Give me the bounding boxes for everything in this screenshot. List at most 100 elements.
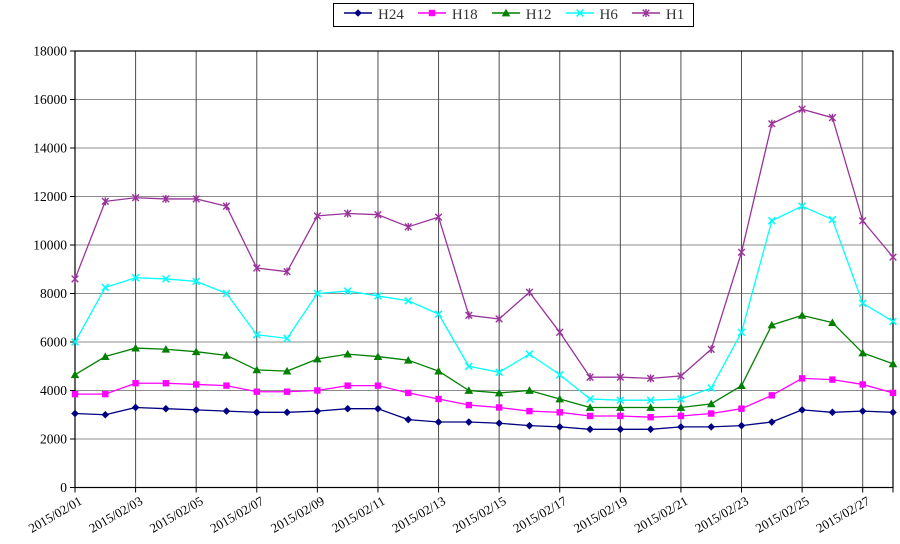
star-marker-icon bbox=[677, 371, 685, 380]
diamond-marker-icon bbox=[525, 421, 534, 430]
square-marker-icon bbox=[798, 375, 806, 382]
square-marker-icon bbox=[768, 392, 776, 399]
star-marker-icon bbox=[858, 216, 867, 225]
triangle-marker-icon bbox=[464, 386, 474, 394]
triangle-marker-icon bbox=[555, 394, 565, 403]
square-marker-icon bbox=[405, 389, 412, 397]
diamond-marker-icon bbox=[374, 404, 382, 413]
star-marker-icon bbox=[889, 253, 897, 262]
triangle-marker-icon bbox=[888, 359, 898, 368]
square-marker-icon bbox=[223, 382, 230, 389]
diamond-marker-icon bbox=[131, 403, 140, 412]
star-marker-icon bbox=[192, 194, 200, 203]
x-marker-icon bbox=[889, 317, 897, 326]
x-tick-label: 2015/02/21 bbox=[632, 493, 691, 536]
star-marker-icon bbox=[252, 264, 261, 273]
diamond-marker-icon bbox=[465, 418, 473, 426]
series-h1 bbox=[71, 105, 897, 383]
star-marker-icon bbox=[525, 288, 534, 297]
series-line bbox=[75, 377, 894, 418]
star-marker-icon bbox=[828, 113, 837, 122]
triangle-marker-icon bbox=[676, 403, 686, 411]
star-marker-icon bbox=[343, 209, 352, 218]
square-marker-icon bbox=[435, 395, 442, 403]
x-marker-icon bbox=[131, 273, 140, 282]
diamond-marker-icon bbox=[677, 423, 685, 431]
series-line bbox=[74, 314, 894, 409]
triangle-marker-icon bbox=[585, 403, 595, 411]
diamond-marker-icon bbox=[283, 408, 291, 417]
legend-h6-x-icon bbox=[565, 5, 595, 25]
square-marker-icon bbox=[192, 381, 200, 388]
x-tick-label: 2015/02/01 bbox=[26, 493, 85, 536]
x-marker-icon bbox=[283, 334, 292, 343]
y-tick-label: 16000 bbox=[33, 92, 67, 107]
square-marker-icon bbox=[495, 404, 503, 411]
star-marker-icon bbox=[798, 105, 806, 114]
star-marker-icon bbox=[222, 202, 231, 211]
square-marker-icon bbox=[556, 409, 563, 416]
square-marker-icon bbox=[617, 412, 624, 420]
square-marker-icon bbox=[829, 376, 836, 383]
diamond-marker-icon bbox=[889, 408, 897, 417]
square-marker-icon bbox=[586, 412, 594, 420]
diamond-marker-icon bbox=[858, 407, 867, 415]
square-marker-icon bbox=[465, 401, 473, 409]
y-tick-label: 10000 bbox=[33, 238, 67, 253]
triangle-marker-icon bbox=[191, 347, 201, 356]
x-tick-label: 2015/02/17 bbox=[510, 493, 569, 536]
x-axis: 2015/02/01 2015/02/03 2015/02/05 2015/02/07… bbox=[26, 487, 894, 536]
diamond-marker-icon bbox=[737, 421, 746, 430]
x-marker-icon bbox=[404, 296, 413, 305]
star-marker-icon bbox=[313, 211, 322, 220]
square-marker-icon bbox=[677, 412, 685, 420]
x-marker-icon bbox=[586, 395, 595, 403]
diamond-marker-icon bbox=[646, 425, 655, 434]
square-marker-icon bbox=[71, 390, 79, 398]
diamond-marker-icon bbox=[101, 410, 110, 419]
square-marker-icon bbox=[889, 389, 897, 397]
x-marker-icon bbox=[858, 299, 867, 308]
x-marker-icon bbox=[192, 277, 201, 286]
x-tick-label: 2015/02/05 bbox=[147, 493, 206, 536]
triangle-marker-icon bbox=[313, 354, 322, 363]
legend-label-h24: H24 bbox=[378, 6, 404, 23]
x-marker-icon bbox=[313, 289, 322, 298]
legend-h18-square-icon bbox=[417, 5, 447, 25]
star-marker-icon bbox=[555, 328, 564, 337]
x-marker-icon bbox=[343, 287, 352, 296]
diamond-marker-icon bbox=[71, 409, 79, 418]
star-marker-icon bbox=[101, 197, 110, 206]
diamond-marker-icon bbox=[343, 404, 352, 413]
x-marker-icon bbox=[616, 396, 625, 405]
square-marker-icon bbox=[344, 382, 351, 389]
diamond-marker-icon bbox=[768, 418, 776, 426]
triangle-marker-icon bbox=[767, 320, 777, 329]
legend-label-h12: H12 bbox=[525, 6, 552, 23]
legend-item-h12: H12 bbox=[491, 5, 552, 25]
x-tick-label: 2015/02/23 bbox=[692, 493, 751, 536]
y-tick-label: 12000 bbox=[33, 189, 67, 204]
star-marker-icon bbox=[434, 213, 443, 222]
y-tick-label: 0 bbox=[60, 480, 67, 495]
diamond-marker-icon bbox=[354, 9, 362, 17]
x-marker-icon bbox=[525, 350, 534, 359]
legend-item-h6: H6 bbox=[565, 5, 618, 25]
square-marker-icon bbox=[253, 388, 260, 395]
square-marker-icon bbox=[859, 381, 866, 388]
star-marker-icon bbox=[374, 210, 382, 219]
x-marker-icon bbox=[767, 216, 776, 225]
x-marker-icon bbox=[161, 274, 170, 283]
x-marker-icon bbox=[707, 384, 716, 393]
triangle-marker-icon bbox=[646, 403, 655, 411]
diamond-marker-icon bbox=[434, 418, 443, 426]
star-marker-icon bbox=[707, 345, 716, 354]
triangle-marker-icon bbox=[282, 366, 292, 375]
legend-label-h6: H6 bbox=[599, 6, 618, 23]
series-h18 bbox=[71, 375, 897, 421]
x-marker-icon bbox=[798, 202, 807, 211]
legend-h12-triangle-icon bbox=[491, 5, 521, 25]
y-tick-label: 8000 bbox=[40, 286, 67, 301]
legend-label-h18: H18 bbox=[451, 6, 478, 23]
